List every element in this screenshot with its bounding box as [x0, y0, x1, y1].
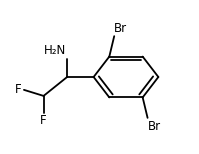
Text: Br: Br [114, 22, 127, 35]
Text: F: F [15, 83, 22, 96]
Text: F: F [40, 114, 47, 127]
Text: Br: Br [148, 120, 161, 133]
Text: H₂N: H₂N [44, 44, 66, 57]
